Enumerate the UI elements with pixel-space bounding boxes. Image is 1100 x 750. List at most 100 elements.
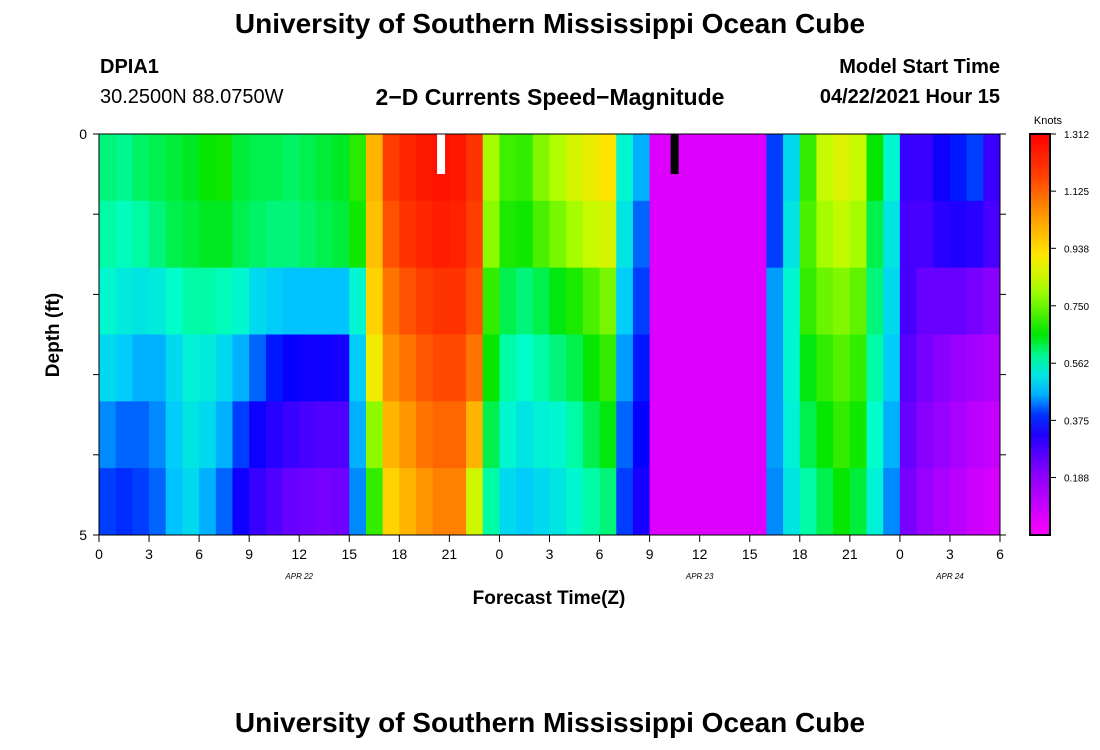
heatmap-cell xyxy=(215,134,233,202)
heatmap-cell xyxy=(132,401,150,469)
heatmap-cell xyxy=(349,267,367,335)
heatmap-cell xyxy=(682,134,701,202)
heatmap-cell xyxy=(466,134,484,202)
heatmap-cell xyxy=(699,401,717,469)
heatmap-cell xyxy=(632,468,651,536)
heatmap-cell xyxy=(916,200,934,269)
y-tick-label: 5 xyxy=(79,527,87,543)
heatmap-cell xyxy=(449,401,467,469)
heatmap-cell xyxy=(983,468,1001,536)
heatmap-cell xyxy=(199,134,217,202)
heatmap-cell xyxy=(599,334,617,402)
heatmap-cell xyxy=(382,134,400,202)
heatmap-cell xyxy=(983,334,1001,402)
chart-title: 2−D Currents Speed−Magnitude xyxy=(375,84,725,110)
heatmap-cell xyxy=(966,334,984,402)
x-tick-label: 15 xyxy=(742,546,758,562)
heatmap-cell xyxy=(916,334,934,402)
heatmap-cell xyxy=(883,134,901,202)
heatmap-cell xyxy=(382,334,400,402)
heatmap-cell xyxy=(182,134,200,202)
heatmap-cell xyxy=(115,267,133,335)
heatmap-cell xyxy=(99,468,117,536)
heatmap-cell xyxy=(566,401,584,469)
heatmap-cell xyxy=(699,267,717,335)
heatmap-cell xyxy=(132,134,150,202)
page-title: University of Southern Mississippi Ocean… xyxy=(234,8,866,39)
x-tick-label: 15 xyxy=(341,546,357,562)
time-markers xyxy=(437,134,679,174)
heatmap-cell xyxy=(549,267,567,335)
heatmap-cell xyxy=(132,334,150,402)
heatmap-cell xyxy=(332,200,350,269)
heatmap-cell xyxy=(783,200,801,269)
heatmap-cell xyxy=(332,468,350,536)
date-label: APR 24 xyxy=(935,572,964,581)
heatmap-cell xyxy=(416,334,434,402)
heatmap-cell xyxy=(466,468,484,536)
heatmap-cell xyxy=(516,401,534,469)
heatmap-cell xyxy=(315,401,333,469)
heatmap-cell xyxy=(833,401,851,469)
colorbar-tick-label: 0.188 xyxy=(1064,474,1089,485)
heatmap-cell xyxy=(682,334,701,402)
heatmap-cell xyxy=(983,134,1001,202)
heatmap-cell xyxy=(983,200,1001,269)
heatmap-cell xyxy=(282,334,300,402)
heatmap-cell xyxy=(849,334,867,402)
x-tick-label: 21 xyxy=(842,546,858,562)
heatmap-cell xyxy=(799,334,817,402)
heatmap-cell xyxy=(249,267,267,335)
colorbar-ramp xyxy=(1029,133,1051,536)
heatmap-cell xyxy=(933,200,951,269)
heatmap-cell xyxy=(682,200,701,269)
heatmap-cell xyxy=(899,401,917,469)
heatmap-cell xyxy=(549,401,567,469)
y-axis: 05 xyxy=(79,126,1006,543)
heatmap-cell xyxy=(616,267,634,335)
time-marker xyxy=(437,134,446,174)
heatmap-cell xyxy=(232,267,250,335)
heatmap-cell xyxy=(215,200,233,269)
heatmap-cell xyxy=(916,401,934,469)
heatmap-cell xyxy=(649,134,667,202)
heatmap-cell xyxy=(349,401,367,469)
heatmap-cell xyxy=(149,267,167,335)
heatmap-cell xyxy=(733,468,751,536)
heatmap-cell xyxy=(833,134,851,202)
heatmap-cell xyxy=(866,134,884,202)
heatmap-cell xyxy=(482,267,500,335)
heatmap-cell xyxy=(749,401,767,469)
heatmap-cell xyxy=(299,401,317,469)
heatmap-cell xyxy=(816,401,834,469)
heatmap-cell xyxy=(916,134,934,202)
heatmap-cell xyxy=(983,401,1001,469)
heatmap-cell xyxy=(249,468,267,536)
heatmap-cell xyxy=(165,200,183,269)
heatmap-cell xyxy=(833,468,851,536)
heatmap-cell xyxy=(282,200,300,269)
heatmap-cell xyxy=(632,200,651,269)
heatmap-cell xyxy=(766,267,784,335)
time-marker xyxy=(670,134,679,174)
heatmap-cell xyxy=(733,334,751,402)
heatmap-cell xyxy=(749,334,767,402)
heatmap-cell xyxy=(983,267,1001,335)
heatmap-cell xyxy=(883,200,901,269)
heatmap-cell xyxy=(949,267,968,335)
heatmap-cell xyxy=(215,267,233,335)
heatmap-cell xyxy=(199,334,217,402)
heatmap-cell xyxy=(933,401,951,469)
heatmap-cell xyxy=(282,468,300,536)
heatmap-cell xyxy=(432,267,450,335)
heatmap-cell xyxy=(232,401,250,469)
heatmap-cell xyxy=(249,200,267,269)
heatmap-cell xyxy=(99,134,117,202)
heatmap-cell xyxy=(649,401,667,469)
heatmap-cell xyxy=(466,334,484,402)
heatmap-cell xyxy=(499,334,517,402)
heatmap-cell xyxy=(516,468,534,536)
x-tick-label: 9 xyxy=(245,546,253,562)
heatmap-cell xyxy=(883,401,901,469)
colorbar-tick-label: 0.938 xyxy=(1064,244,1089,255)
